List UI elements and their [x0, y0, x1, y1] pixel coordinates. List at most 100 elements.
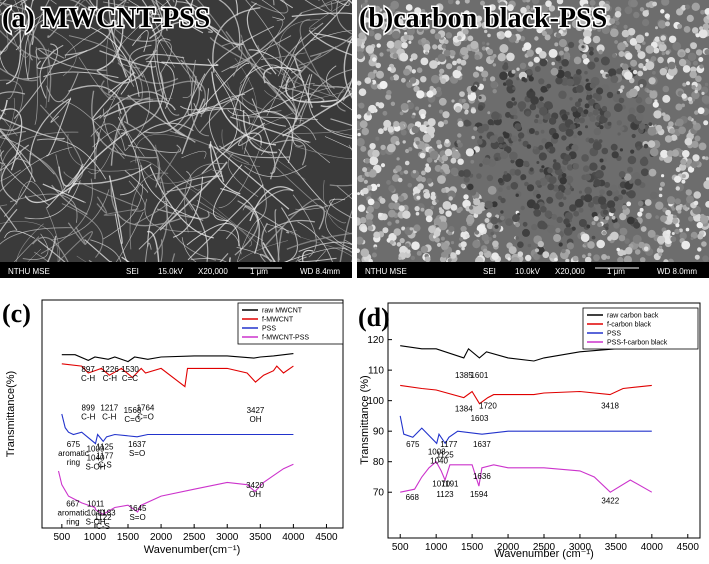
particle — [490, 231, 495, 236]
nanotube — [155, 144, 168, 212]
particle — [665, 209, 671, 216]
particle — [374, 33, 382, 41]
particle — [704, 82, 709, 87]
particle — [388, 185, 395, 192]
particle — [618, 234, 626, 242]
particle — [500, 150, 509, 160]
particle — [648, 251, 653, 256]
particle — [378, 102, 385, 109]
particle — [658, 252, 663, 257]
particle — [481, 46, 486, 51]
particle — [486, 10, 490, 14]
nanotube — [281, 36, 302, 90]
particle — [371, 79, 377, 85]
nanotube — [91, 90, 157, 159]
particle — [460, 47, 469, 56]
particle — [415, 140, 420, 145]
particle — [441, 242, 449, 250]
particle — [360, 28, 365, 34]
nanotube — [0, 137, 55, 175]
particle — [387, 143, 396, 153]
particle — [698, 29, 708, 39]
particle — [583, 194, 593, 203]
particle — [472, 240, 481, 249]
particle — [432, 44, 438, 50]
particle — [470, 108, 477, 114]
nanotube — [124, 170, 149, 193]
particle — [560, 16, 565, 22]
particle — [592, 35, 601, 44]
legend-label: f-MWCNT — [262, 317, 294, 324]
nanotube — [140, 165, 204, 221]
particle — [462, 28, 469, 35]
particle — [433, 22, 442, 31]
nanotube — [29, 0, 50, 61]
nanotube — [78, 56, 114, 100]
particle — [482, 157, 491, 165]
particle — [357, 51, 364, 60]
particle — [691, 2, 700, 11]
peak-label: 1177 — [96, 451, 114, 460]
particle — [396, 242, 402, 247]
particle — [420, 57, 429, 66]
particle — [597, 28, 601, 32]
particle — [389, 76, 394, 81]
nanotube — [314, 32, 352, 44]
particle — [430, 194, 437, 201]
nanotube — [235, 0, 238, 16]
particle — [639, 7, 645, 12]
particle — [467, 35, 474, 42]
particle — [706, 14, 709, 20]
particle — [475, 21, 482, 28]
particle — [617, 42, 626, 51]
particle — [357, 137, 365, 147]
y-axis-title: Transmittance (%) — [359, 375, 371, 464]
particle — [564, 70, 571, 78]
particle — [608, 68, 617, 77]
particle — [593, 216, 599, 222]
particle — [681, 93, 687, 99]
particle — [503, 171, 508, 175]
nanotube — [128, 180, 146, 212]
particle — [508, 246, 517, 255]
info-text: NTHU MSE — [365, 267, 407, 276]
particle — [555, 55, 562, 62]
particle — [458, 206, 463, 212]
particle — [437, 175, 446, 184]
particle — [675, 167, 681, 173]
particle — [458, 170, 465, 177]
particle — [478, 251, 484, 256]
particle — [509, 221, 513, 225]
nanotube — [108, 78, 131, 95]
nanotube — [169, 107, 224, 124]
peak-label: 1384 — [455, 405, 473, 414]
nanotube — [279, 0, 293, 9]
particle — [615, 6, 622, 13]
particle — [628, 88, 638, 98]
particle — [644, 32, 649, 37]
particle — [540, 129, 545, 134]
particle — [678, 163, 687, 171]
peak-label: 1011 — [87, 499, 105, 508]
particle — [510, 182, 519, 190]
nanotube — [20, 0, 28, 32]
particle — [681, 174, 686, 179]
particle — [691, 85, 696, 90]
particle — [438, 97, 447, 106]
particle — [550, 67, 559, 76]
nanotube — [226, 81, 244, 150]
particle — [421, 37, 427, 44]
particle — [486, 222, 494, 230]
particle — [705, 201, 709, 208]
peak-label: 1637 — [473, 440, 491, 449]
particle — [439, 169, 444, 173]
particle — [548, 5, 556, 12]
particle — [402, 210, 411, 219]
particle — [460, 183, 465, 188]
particle — [580, 19, 587, 27]
nanotube — [5, 13, 22, 85]
particle — [699, 215, 709, 224]
particle — [402, 140, 406, 144]
particle — [461, 246, 465, 251]
particle — [509, 107, 518, 116]
